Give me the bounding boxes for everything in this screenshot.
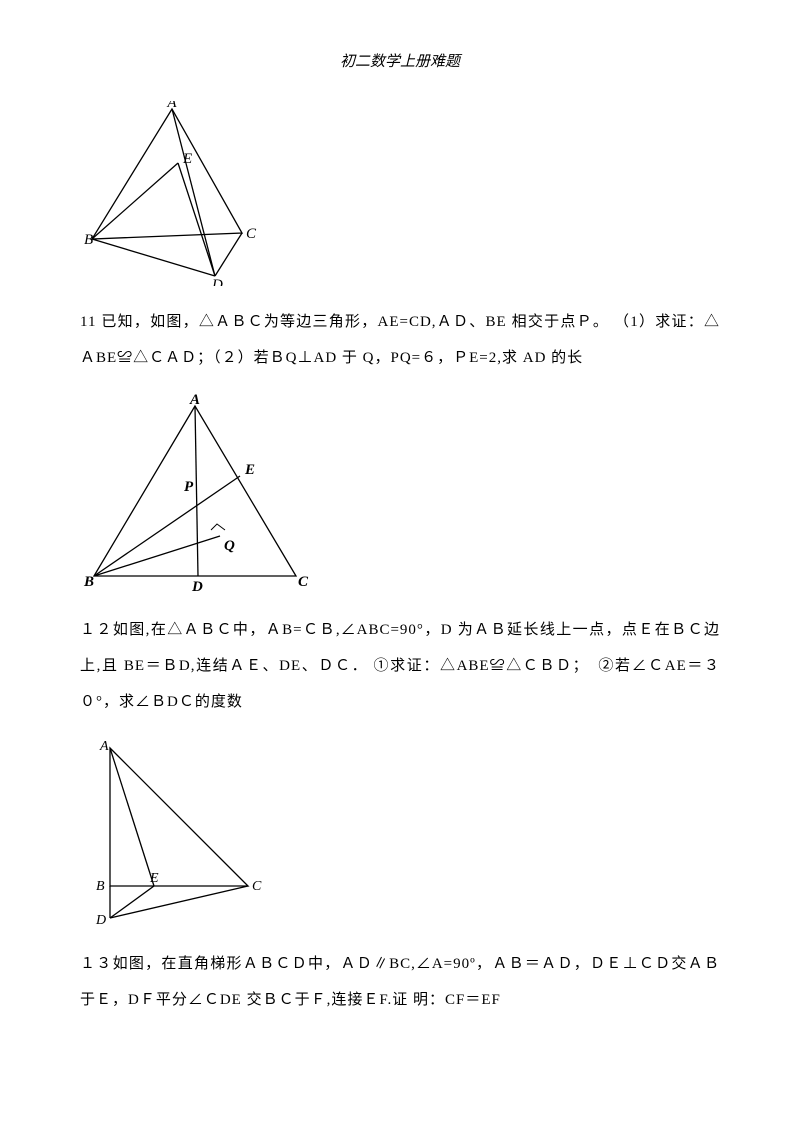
page-header: 初二数学上册难题: [80, 50, 720, 71]
fig12-label-E: E: [149, 871, 159, 886]
fig10-label-B: B: [84, 232, 93, 248]
fig11-label-A: A: [189, 394, 200, 408]
fig11-label-C: C: [298, 574, 309, 590]
fig10-label-D: D: [211, 277, 223, 286]
problem-11: 11 已知，如图，△ＡＢＣ为等边三角形，AE=CD,ＡＤ、BE 相交于点Ｐ。 （…: [80, 304, 720, 376]
fig10-label-C: C: [246, 226, 257, 242]
fig12-label-A: A: [99, 739, 109, 754]
figure-12: A B C D E: [80, 738, 720, 928]
figure-10: A B C D E: [80, 101, 720, 286]
problem-12: １２如图,在△ＡＢＣ中，ＡB=ＣＢ,∠ABC=90°，D 为ＡＢ延长线上一点，点…: [80, 612, 720, 720]
fig11-label-B: B: [83, 574, 94, 590]
fig11-label-P: P: [184, 479, 194, 495]
fig11-label-Q: Q: [224, 538, 235, 554]
figure-11: A B C D E P Q: [80, 394, 720, 594]
problem-13-text: １３如图，在直角梯形ＡＢＣＤ中，ＡＤ∥BC,∠A=90º，ＡＢ＝ＡＤ，ＤＥ⊥ＣＤ…: [80, 956, 720, 1008]
fig11-label-E: E: [244, 462, 255, 478]
fig11-label-D: D: [191, 579, 203, 594]
problem-11-text: 11 已知，如图，△ＡＢＣ为等边三角形，AE=CD,ＡＤ、BE 相交于点Ｐ。 （…: [80, 314, 720, 366]
problem-13: １３如图，在直角梯形ＡＢＣＤ中，ＡＤ∥BC,∠A=90º，ＡＢ＝ＡＤ，ＤＥ⊥ＣＤ…: [80, 946, 720, 1018]
fig10-label-A: A: [166, 101, 177, 111]
fig12-label-B: B: [96, 879, 105, 894]
fig12-label-C: C: [252, 879, 262, 894]
fig10-label-E: E: [182, 151, 192, 167]
problem-12-text: １２如图,在△ＡＢＣ中，ＡB=ＣＢ,∠ABC=90°，D 为ＡＢ延长线上一点，点…: [80, 622, 720, 710]
header-title: 初二数学上册难题: [340, 54, 460, 70]
fig12-label-D: D: [95, 913, 106, 928]
